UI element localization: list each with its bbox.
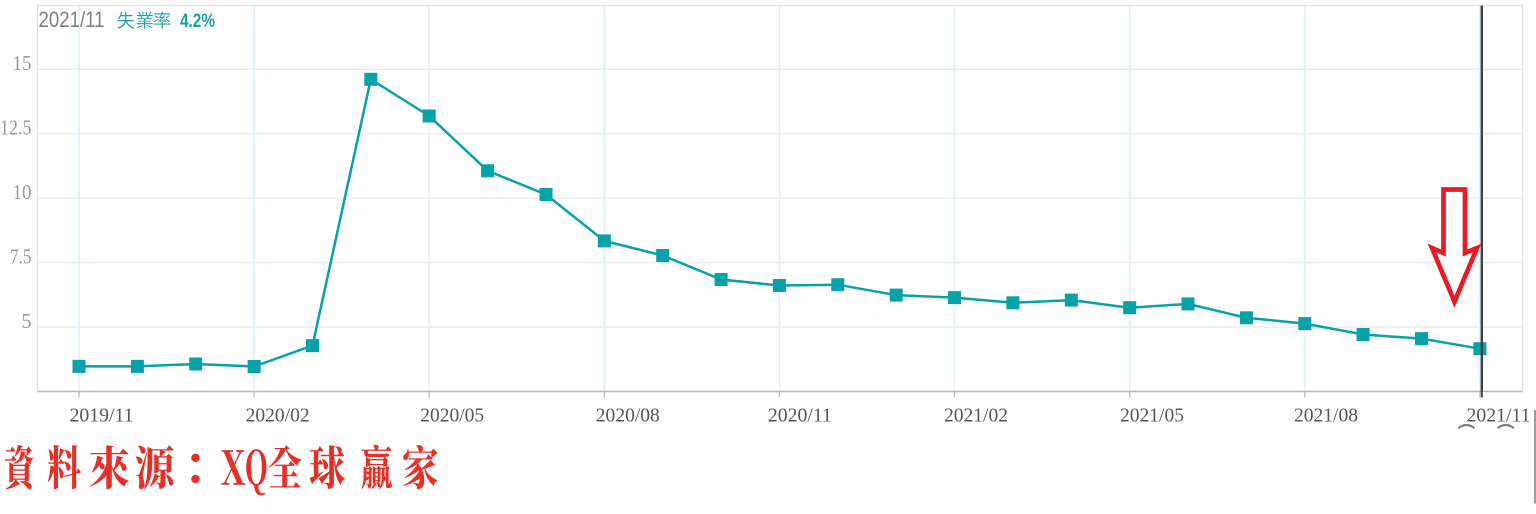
svg-text:5: 5 xyxy=(22,309,32,333)
svg-text:7.5: 7.5 xyxy=(10,244,32,268)
svg-text:2019/11: 2019/11 xyxy=(70,405,134,427)
svg-text:2020/05: 2020/05 xyxy=(420,405,484,427)
svg-text:2021/11: 2021/11 xyxy=(1467,405,1531,427)
svg-text:15: 15 xyxy=(13,51,32,75)
svg-text:2020/02: 2020/02 xyxy=(246,405,310,427)
svg-text:2020/08: 2020/08 xyxy=(596,405,660,427)
svg-text:2021/08: 2021/08 xyxy=(1294,405,1358,427)
svg-text:2021/02: 2021/02 xyxy=(944,405,1008,427)
svg-text:2021/05: 2021/05 xyxy=(1120,405,1184,427)
svg-text:2021/11: 2021/11 xyxy=(39,7,105,32)
svg-text:10: 10 xyxy=(13,180,32,204)
svg-text:2020/11: 2020/11 xyxy=(768,405,832,427)
svg-text:12.5: 12.5 xyxy=(0,116,32,140)
svg-text:4.2%: 4.2% xyxy=(180,11,215,32)
